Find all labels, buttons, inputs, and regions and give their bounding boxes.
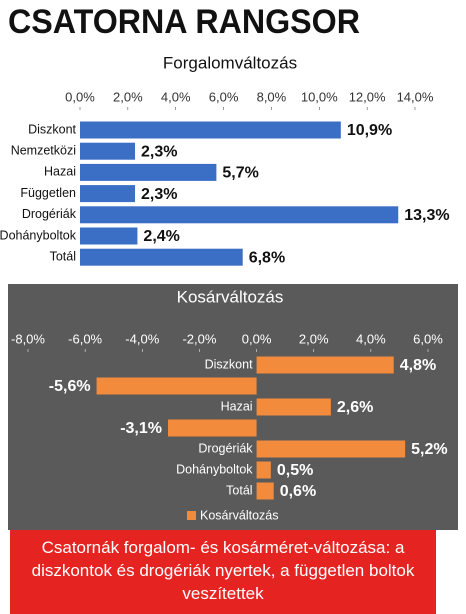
value-label: 5,7%: [222, 165, 258, 182]
x-tick-label: 8,0%: [257, 89, 287, 104]
bar: [80, 185, 136, 203]
panel-background: [8, 284, 458, 530]
bar: [80, 142, 136, 160]
caption: Csatornák forgalom- és kosárméret-változ…: [10, 530, 436, 614]
legend-label: Kosárváltozás: [200, 508, 279, 522]
category-label: Diszkont: [28, 122, 76, 136]
value-label: 2,4%: [143, 228, 179, 245]
bar: [96, 377, 257, 395]
value-label: 2,6%: [337, 399, 373, 416]
category-label: Hazai: [221, 399, 253, 413]
value-label: 10,9%: [347, 122, 392, 139]
category-label: Totál: [50, 249, 76, 263]
category-label: Dohányboltok: [0, 228, 77, 242]
value-label: 0,6%: [280, 483, 316, 500]
bar: [80, 163, 217, 181]
category-label: Hazai: [44, 165, 76, 179]
value-label: -5,6%: [49, 378, 91, 395]
category-label: Nemzetközi: [11, 143, 76, 157]
bar: [256, 461, 271, 479]
bar: [80, 121, 341, 139]
category-label: Dohányboltok: [176, 462, 253, 476]
category-label: Diszkont: [205, 357, 253, 371]
x-tick-label: 6,0%: [209, 89, 239, 104]
x-tick-label: 2,0%: [113, 89, 143, 104]
x-tick-label: 0,0%: [65, 89, 95, 104]
x-tick-label: 4,0%: [356, 331, 386, 346]
value-label: 2,3%: [141, 143, 177, 160]
value-label: 5,2%: [411, 441, 447, 458]
value-label: 2,3%: [141, 186, 177, 203]
x-tick-label: 4,0%: [161, 89, 191, 104]
value-label: 0,5%: [277, 462, 313, 479]
x-tick-label: 14,0%: [397, 89, 434, 104]
bar: [256, 482, 274, 500]
x-tick-label: 0,0%: [242, 331, 272, 346]
value-label: -3,1%: [120, 420, 162, 437]
x-tick-label: -8,0%: [11, 331, 45, 346]
category-label: Drogériák: [22, 207, 77, 221]
category-label: Totál: [226, 483, 252, 497]
x-tick-label: 12,0%: [349, 89, 386, 104]
x-tick-label: -6,0%: [68, 331, 102, 346]
value-label: 13,3%: [404, 207, 449, 224]
chart-title: Kosárváltozás: [177, 287, 284, 306]
bar: [168, 419, 257, 437]
x-tick-label: 6,0%: [413, 331, 443, 346]
x-tick-label: -2,0%: [182, 331, 216, 346]
legend-swatch: [187, 511, 196, 520]
page-title: CSATORNA RANGSOR: [8, 3, 360, 41]
bar: [80, 206, 399, 224]
x-tick-label: 10,0%: [301, 89, 338, 104]
category-label: Drogériák: [198, 441, 253, 455]
bar: [80, 227, 138, 245]
category-label: Független: [20, 186, 76, 200]
x-tick-label: -4,0%: [125, 331, 159, 346]
bar: [256, 356, 394, 374]
bar: [256, 440, 406, 458]
chart-title: Forgalomváltozás: [163, 53, 297, 72]
bar: [80, 248, 243, 266]
value-label: 4,8%: [400, 357, 436, 374]
bar: [256, 398, 331, 416]
value-label: 6,8%: [249, 249, 285, 266]
x-tick-label: 2,0%: [299, 331, 329, 346]
